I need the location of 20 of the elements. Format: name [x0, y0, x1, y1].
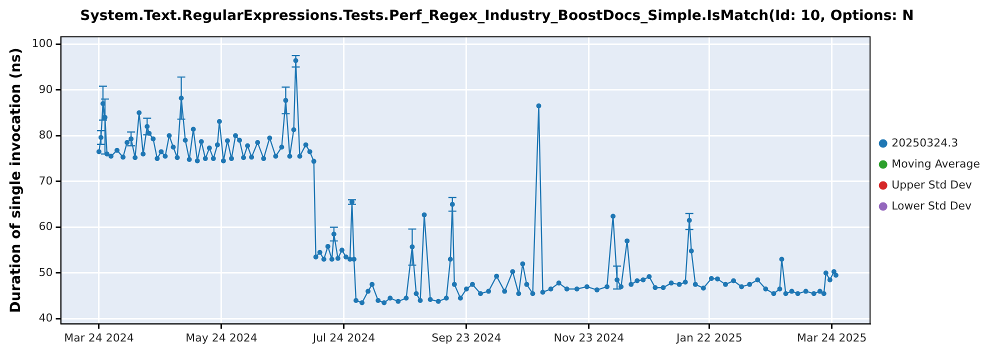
legend-label: 20250324.3 [892, 136, 958, 150]
y-tick-label: 70 [38, 174, 53, 188]
legend-label: Moving Average [892, 157, 980, 170]
x-tick-label: May 24 2024 [186, 331, 258, 344]
x-tick-label: Mar 24 2025 [797, 331, 867, 344]
y-tick-label: 100 [32, 36, 53, 50]
y-axis-title: Duration of single invocation (ns) [8, 48, 24, 313]
x-tick-label: Nov 23 2024 [554, 331, 624, 344]
x-tick-label: Jul 24 2024 [312, 331, 376, 344]
chart-title: System.Text.RegularExpressions.Tests.Perf_Regex_Industry_BoostDocs_Simple.IsMatch(Id: 10, Options: N [80, 8, 914, 24]
y-tick-label: 80 [38, 128, 53, 142]
y-tick-label: 40 [38, 312, 53, 325]
legend-label: Upper Std Dev [892, 178, 972, 192]
y-tick-label: 50 [38, 266, 53, 279]
y-tick-label: 60 [38, 220, 53, 234]
legend-label: Lower Std Dev [892, 199, 972, 212]
x-tick-label: Mar 24 2024 [64, 331, 134, 344]
y-tick-label: 90 [38, 82, 53, 96]
x-tick-label: Sep 23 2024 [432, 331, 502, 344]
x-tick-label: Jan 22 2025 [675, 331, 742, 344]
